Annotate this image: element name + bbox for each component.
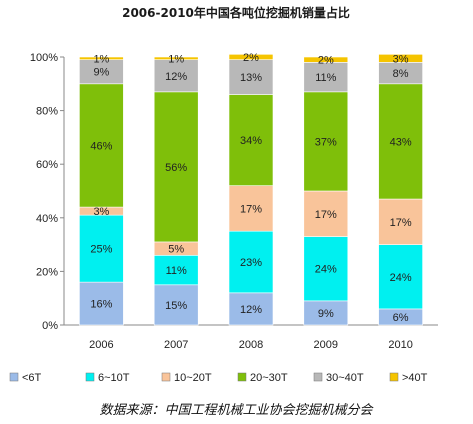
bar-segment: [79, 83, 124, 208]
bar-segment: [228, 94, 274, 186]
data-label: 43%: [390, 136, 412, 148]
bar-segment: [79, 56, 124, 60]
legend-label: 30~40T: [326, 372, 364, 384]
data-label: 25%: [90, 244, 112, 256]
data-label: 3%: [93, 206, 109, 218]
legend-label: 20~30T: [250, 372, 288, 384]
legend-swatch: [313, 372, 323, 382]
legend-swatch: [389, 372, 399, 382]
legend: <6T 6~10T 10~20T 20~30T 30~40T >40T: [9, 372, 428, 384]
data-label: 24%: [390, 272, 412, 284]
bar-segment: [378, 54, 423, 63]
bar-segment: [303, 91, 349, 192]
y-tick-label: 20%: [36, 266, 58, 278]
bar-segment: [153, 255, 199, 286]
data-label: 15%: [165, 300, 187, 312]
legend-label: 10~20T: [174, 372, 212, 384]
data-label: 11%: [166, 265, 187, 277]
legend-swatch: [161, 372, 171, 382]
bar-segment: [228, 59, 274, 95]
axes: 0% 20% 40% 60% 80% 100% 2006 2007 2008 2009 2010: [30, 52, 438, 351]
bar-segment: [153, 91, 199, 243]
legend-label: >40T: [402, 372, 428, 384]
x-tick-label: 2008: [239, 339, 263, 351]
bar-segment: [378, 198, 423, 245]
bar-segment: [303, 236, 349, 302]
x-tick-label: 2009: [314, 339, 338, 351]
y-tick-label: 40%: [36, 213, 58, 225]
x-tick-label: 2007: [164, 339, 188, 351]
data-label: 1%: [93, 53, 109, 65]
x-tick-label: 2010: [388, 339, 412, 351]
bar-segment: [378, 83, 423, 200]
bar-segment: [303, 300, 349, 326]
y-tick-label: 60%: [36, 159, 58, 171]
legend-label: <6T: [22, 372, 42, 384]
data-label: 17%: [315, 209, 337, 221]
data-label: 17%: [390, 217, 412, 229]
y-tick-label: 0%: [42, 320, 58, 332]
data-label: 1%: [168, 53, 184, 65]
data-label: 34%: [240, 135, 262, 147]
data-label: 17%: [240, 203, 262, 215]
bar-segment: [228, 230, 274, 294]
data-label: 9%: [93, 67, 109, 79]
bar-segment: [153, 56, 199, 60]
legend-swatch: [85, 372, 95, 382]
x-tick-label: 2006: [89, 339, 113, 351]
bars: 16% 25% 3% 46% 9% 1% 15% 11% 5% 56% 12% 1% 12% 23% 17%…: [79, 52, 423, 326]
chart-title: 2006-2010年中国各吨位挖掘机销量占比: [122, 5, 350, 20]
data-label: 5%: [168, 244, 184, 256]
bar-segment: [303, 56, 349, 63]
data-label: 12%: [240, 304, 262, 316]
legend-label: 6~10T: [98, 372, 130, 384]
legend-swatch: [9, 372, 19, 382]
data-label: 3%: [393, 53, 409, 65]
data-label: 9%: [318, 308, 334, 320]
source-note: 数据来源：中国工程机械工业协会挖掘机械分会: [99, 402, 374, 418]
bar-segment: [79, 281, 124, 326]
bar-segment: [228, 292, 274, 326]
bar-segment: [153, 59, 199, 93]
data-label: 16%: [90, 299, 112, 311]
data-label: 24%: [315, 264, 337, 276]
bar-segment: [228, 54, 274, 60]
data-label: 23%: [240, 257, 262, 269]
data-label: 8%: [393, 68, 409, 80]
data-label: 13%: [240, 72, 262, 84]
bar-segment: [228, 185, 274, 232]
data-label: 12%: [165, 71, 187, 83]
data-label: 11%: [315, 72, 336, 84]
data-label: 56%: [165, 162, 187, 174]
data-label: 2%: [318, 55, 334, 67]
data-label: 46%: [90, 140, 112, 152]
y-tick-label: 80%: [36, 106, 58, 118]
data-label: 2%: [243, 52, 259, 64]
data-label: 37%: [315, 136, 337, 148]
bar-segment: [79, 214, 124, 283]
legend-swatch: [237, 372, 247, 382]
bar-segment: [153, 284, 199, 326]
data-label: 6%: [393, 312, 409, 324]
bar-segment: [303, 190, 349, 237]
y-tick-label: 100%: [30, 52, 58, 64]
